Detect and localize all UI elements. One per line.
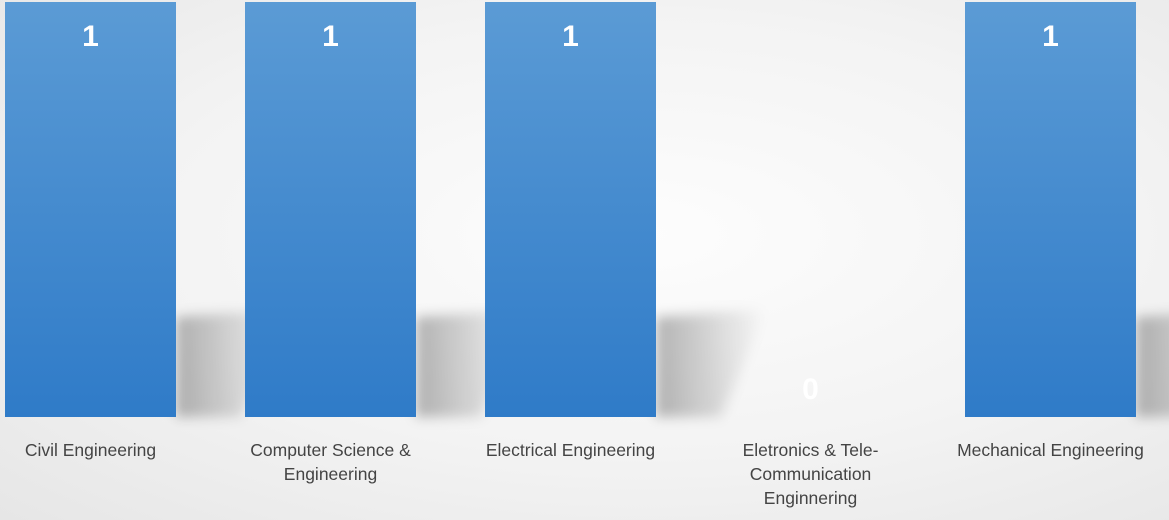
category-label: Mechanical Engineering: [957, 440, 1144, 460]
bar-layer: [5, 2, 1136, 417]
bar: [485, 2, 656, 417]
category-label: Communication: [750, 464, 872, 484]
bar: [245, 2, 416, 417]
data-label: 1: [322, 20, 339, 53]
label-layer: 1 Civil Engineering 1 Computer Science & Eng…: [25, 20, 1144, 508]
bar-shadow: [656, 309, 766, 417]
data-label: 1: [1042, 20, 1059, 53]
category-label: Electrical Engineering: [486, 440, 655, 460]
category-label: Engineering: [284, 464, 377, 484]
data-label: 1: [82, 20, 99, 53]
category-label: Civil Engineering: [25, 440, 156, 460]
data-label: 1: [562, 20, 579, 53]
category-label: Enginnering: [764, 488, 857, 508]
data-label: 0: [802, 373, 819, 406]
category-label: Eletronics & Tele-: [743, 440, 879, 460]
bar: [5, 2, 176, 417]
bar-shadow: [1136, 314, 1169, 417]
category-label: Computer Science &: [250, 440, 411, 460]
bar: [965, 2, 1136, 417]
